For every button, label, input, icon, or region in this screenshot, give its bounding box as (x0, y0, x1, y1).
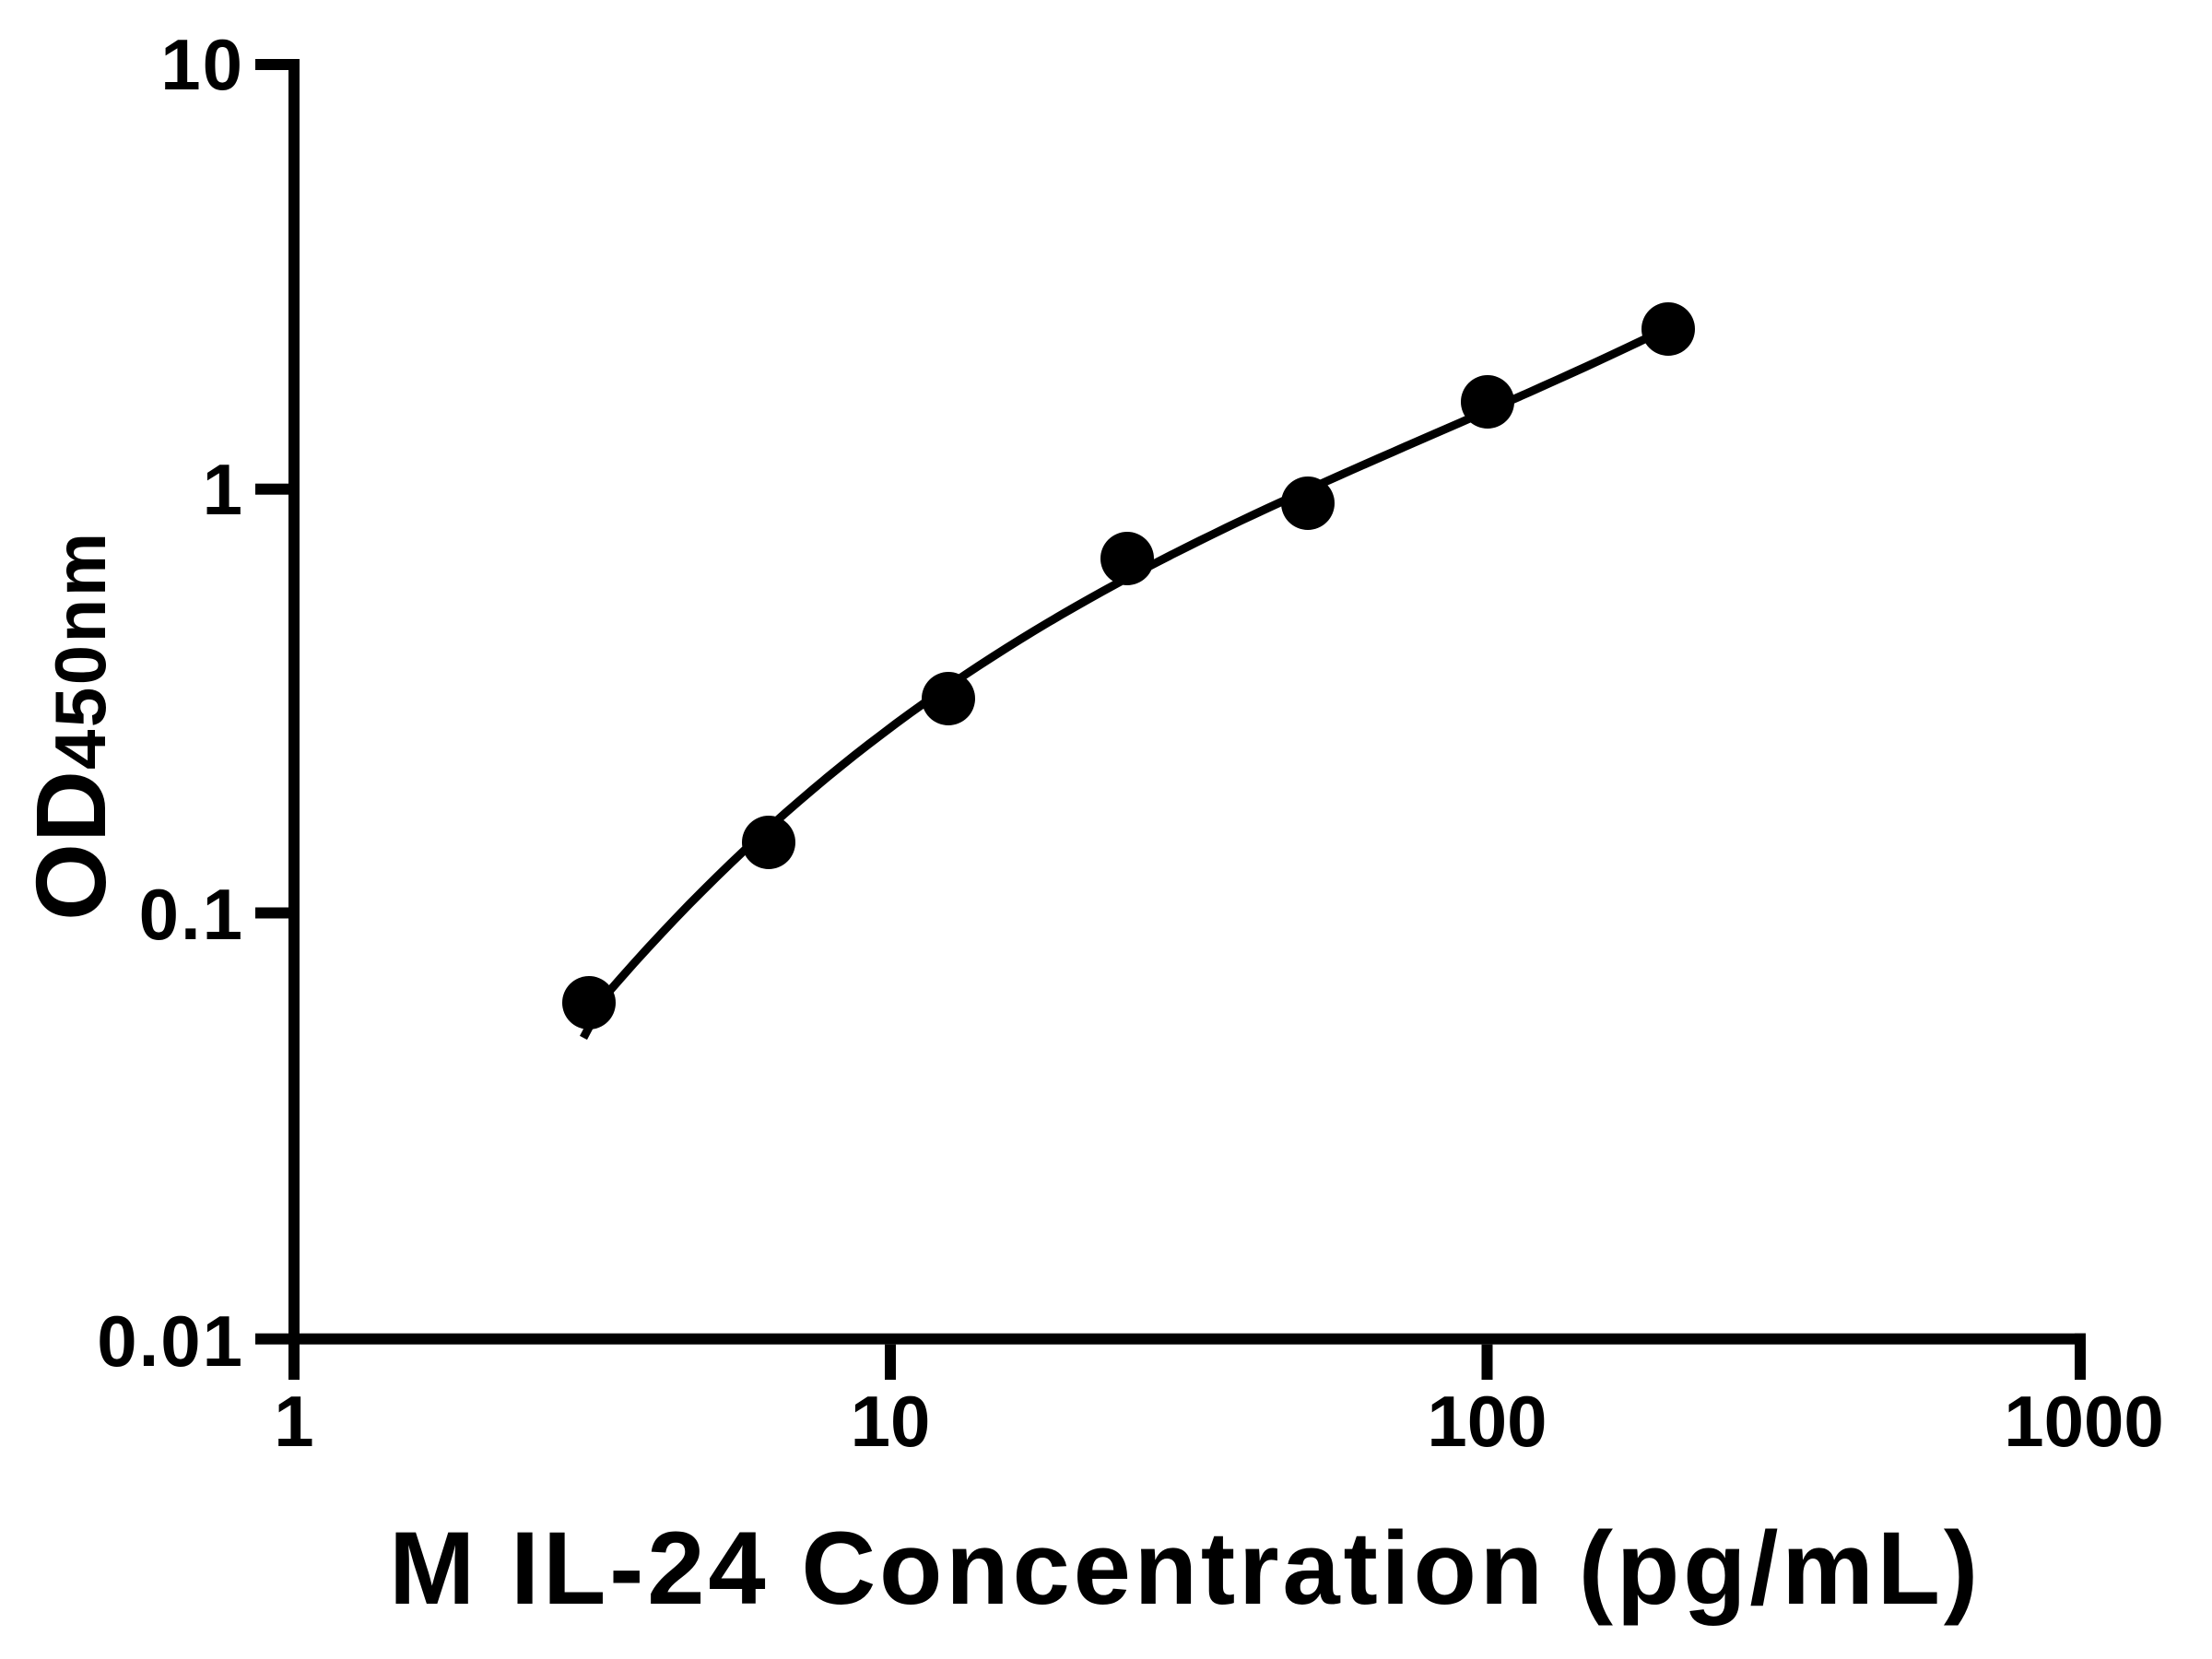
svg-text:1: 1 (274, 1381, 313, 1462)
svg-text:100: 100 (1427, 1381, 1547, 1462)
svg-text:M IL-24 Concentration (pg/mL): M IL-24 Concentration (pg/mL) (389, 1511, 1982, 1626)
svg-text:10: 10 (851, 1381, 931, 1462)
svg-text:10: 10 (160, 24, 244, 105)
svg-text:0.01: 0.01 (97, 1300, 244, 1382)
svg-text:1000: 1000 (2004, 1381, 2164, 1462)
svg-text:0.1: 0.1 (139, 874, 244, 955)
svg-text:1: 1 (203, 449, 244, 530)
